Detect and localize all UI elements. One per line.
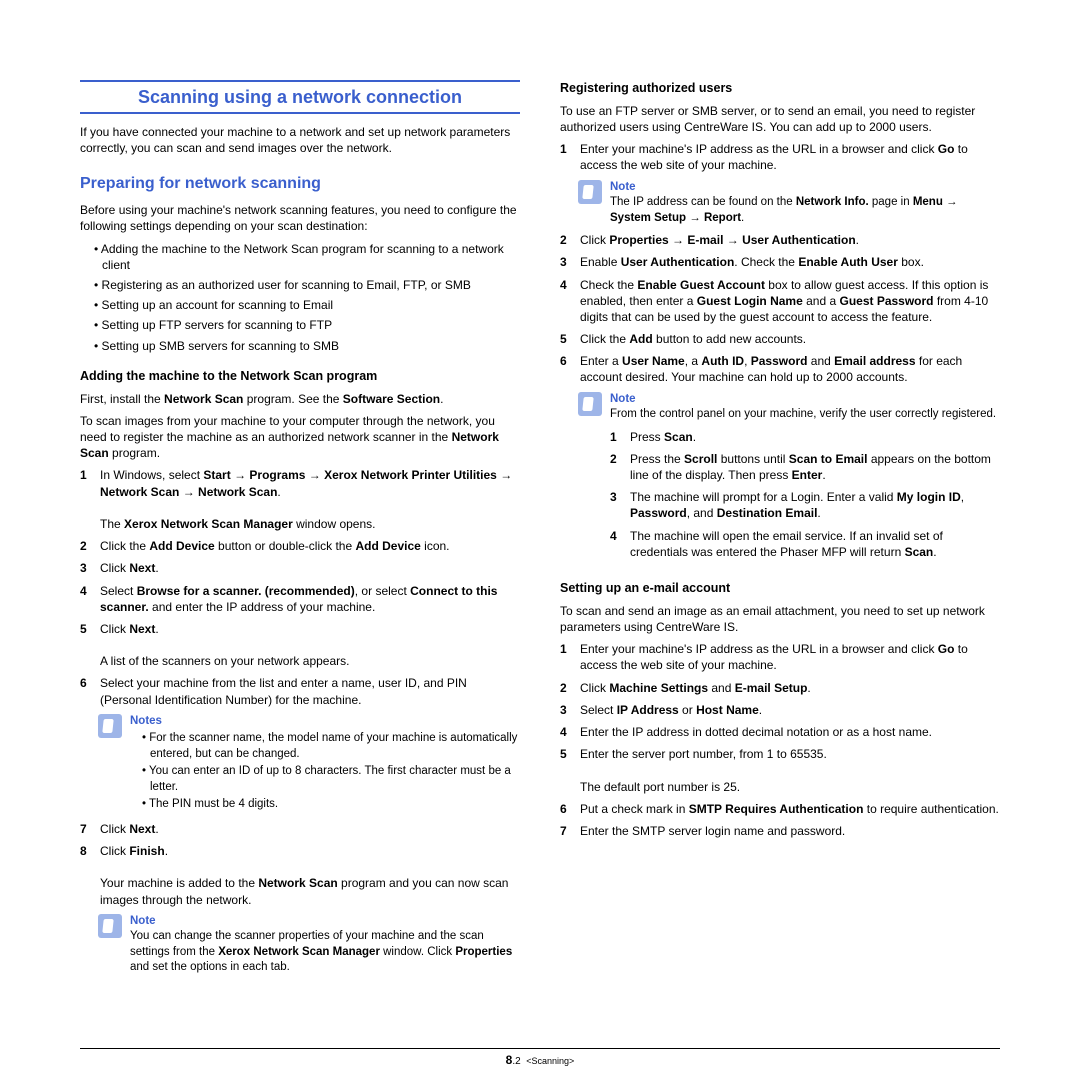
footer-section: <Scanning> [526, 1056, 574, 1066]
note-box: Note From the control panel on your mach… [578, 392, 1000, 566]
step-text: Click Properties → E-mail → User Authent… [580, 232, 1000, 248]
list-item: Setting up FTP servers for scanning to F… [94, 317, 520, 333]
right-column: Registering authorized users To use an F… [560, 80, 1000, 982]
note-box: Note The IP address can be found on the … [578, 180, 1000, 227]
step-text: Click the Add Device button or double-cl… [100, 538, 520, 554]
note-title: Note [130, 914, 520, 930]
step-text: Select Browse for a scanner. (recommende… [100, 583, 520, 615]
note-title: Note [610, 180, 1000, 196]
steps-list: 7Click Next. 8Click Finish.Your machine … [80, 821, 520, 908]
page-footer: 8.2 <Scanning> [80, 1048, 1000, 1067]
list-item: Adding the machine to the Network Scan p… [94, 241, 520, 273]
list-item: Setting up an account for scanning to Em… [94, 297, 520, 313]
step-text: Enable User Authentication. Check the En… [580, 254, 1000, 270]
steps-list: 1In Windows, select Start → Programs → X… [80, 467, 520, 707]
section-heading: Registering authorized users [560, 80, 1000, 97]
step-text: Click Next.A list of the scanners on you… [100, 621, 520, 670]
step-text: Select IP Address or Host Name. [580, 702, 1000, 718]
sub-heading: Preparing for network scanning [80, 173, 520, 195]
main-heading: Scanning using a network connection [80, 80, 520, 114]
body-text: To scan and send an image as an email at… [560, 603, 1000, 635]
note-body: Notes For the scanner name, the model na… [130, 714, 520, 815]
step-text: Click the Add button to add new accounts… [580, 331, 1000, 347]
note-title: Notes [130, 714, 520, 730]
note-icon [578, 392, 602, 416]
step-text: Check the Enable Guest Account box to al… [580, 277, 1000, 326]
prep-intro: Before using your machine's network scan… [80, 202, 520, 234]
step-text: Click Next. [100, 560, 520, 576]
step-text: Enter the IP address in dotted decimal n… [580, 724, 1000, 740]
body-text: First, install the Network Scan program.… [80, 391, 520, 407]
section-heading: Setting up an e-mail account [560, 580, 1000, 597]
steps-list: 2Click Properties → E-mail → User Authen… [560, 232, 1000, 386]
list-item: Registering as an authorized user for sc… [94, 277, 520, 293]
steps-list: 1Enter your machine's IP address as the … [560, 141, 1000, 173]
step-text: Click Finish.Your machine is added to th… [100, 843, 520, 908]
intro-text: If you have connected your machine to a … [80, 124, 520, 156]
step-text: Put a check mark in SMTP Requires Authen… [580, 801, 1000, 817]
note-body: Note The IP address can be found on the … [610, 180, 1000, 227]
list-item: Setting up SMB servers for scanning to S… [94, 338, 520, 354]
steps-list: 1Enter your machine's IP address as the … [560, 641, 1000, 839]
step-text: Click Next. [100, 821, 520, 837]
note-body: Note From the control panel on your mach… [610, 392, 1000, 566]
step-text: Enter your machine's IP address as the U… [580, 141, 1000, 173]
step-text: In Windows, select Start → Programs → Xe… [100, 467, 520, 532]
step-text: Enter a User Name, a Auth ID, Password a… [580, 353, 1000, 385]
note-icon [98, 714, 122, 738]
step-text: Enter the SMTP server login name and pas… [580, 823, 1000, 839]
note-icon [98, 914, 122, 938]
step-text: Enter the server port number, from 1 to … [580, 746, 1000, 795]
step-text: Enter your machine's IP address as the U… [580, 641, 1000, 673]
body-text: To use an FTP server or SMB server, or t… [560, 103, 1000, 135]
note-box: Note You can change the scanner properti… [98, 914, 520, 976]
section-heading: Adding the machine to the Network Scan p… [80, 368, 520, 385]
note-title: Note [610, 392, 1000, 408]
step-text: Select your machine from the list and en… [100, 675, 520, 707]
prep-list: Adding the machine to the Network Scan p… [80, 241, 520, 354]
note-icon [578, 180, 602, 204]
step-text: Click Machine Settings and E-mail Setup. [580, 680, 1000, 696]
left-column: Scanning using a network connection If y… [80, 80, 520, 982]
body-text: To scan images from your machine to your… [80, 413, 520, 462]
note-body: Note You can change the scanner properti… [130, 914, 520, 976]
note-box: Notes For the scanner name, the model na… [98, 714, 520, 815]
